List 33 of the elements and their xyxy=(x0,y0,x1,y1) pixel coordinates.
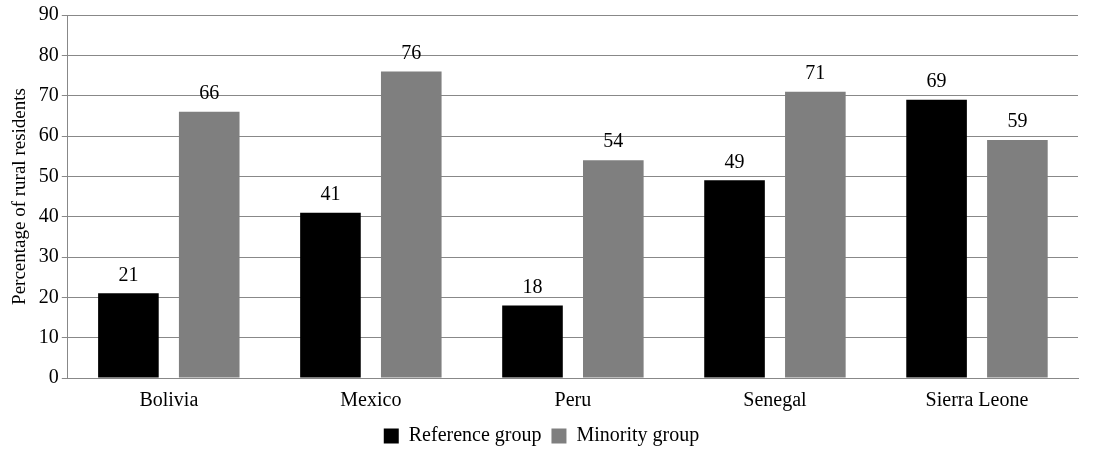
bar xyxy=(98,293,159,378)
x-tick-label: Peru xyxy=(554,388,592,411)
data-label: 66 xyxy=(199,81,220,104)
data-label: 69 xyxy=(926,68,947,91)
bar xyxy=(704,180,765,378)
data-label: 21 xyxy=(118,262,139,285)
data-label: 59 xyxy=(1007,109,1028,132)
bar xyxy=(906,99,967,378)
bar xyxy=(300,212,361,378)
y-tick-label: 0 xyxy=(48,365,59,388)
y-tick-label: 60 xyxy=(38,123,59,146)
x-tick-label: Mexico xyxy=(340,388,402,411)
legend-label: Minority group xyxy=(576,423,700,447)
legend-label: Reference group xyxy=(408,423,542,447)
y-tick-label: 20 xyxy=(38,284,59,307)
y-tick-label: 50 xyxy=(38,163,59,186)
data-label: 49 xyxy=(724,149,745,172)
data-label: 71 xyxy=(805,60,826,83)
y-tick-label: 80 xyxy=(38,42,59,65)
bar xyxy=(502,305,563,378)
y-tick-label: 90 xyxy=(38,2,59,25)
y-tick-label: 70 xyxy=(38,82,59,105)
x-tick-label: Sierra Leone xyxy=(925,388,1029,411)
y-tick-label: 30 xyxy=(38,244,59,267)
x-tick-label: Senegal xyxy=(743,388,808,412)
y-tick-label: 40 xyxy=(38,203,59,226)
data-label: 41 xyxy=(320,181,341,204)
data-label: 76 xyxy=(401,40,422,63)
y-axis-title: Percentage of rural residents xyxy=(8,88,30,305)
y-tick-label: 10 xyxy=(38,324,59,347)
data-label: 54 xyxy=(603,129,624,152)
data-label: 18 xyxy=(522,274,543,297)
x-tick-label: Bolivia xyxy=(139,388,199,411)
